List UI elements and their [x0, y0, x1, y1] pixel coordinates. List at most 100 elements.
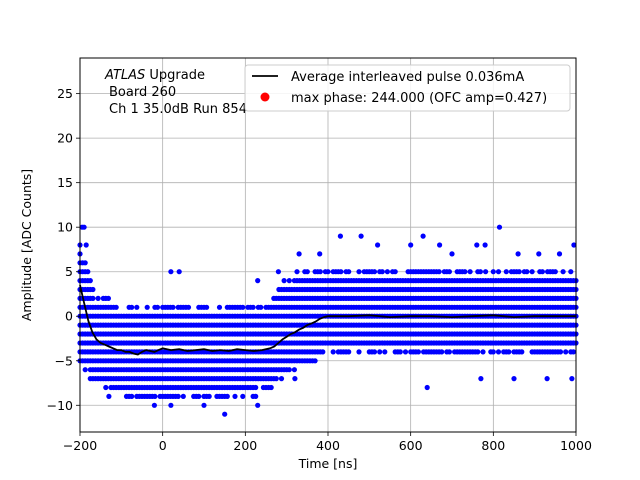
outlier-point [420, 233, 426, 239]
sample-point [273, 376, 279, 382]
outlier-point [424, 384, 430, 391]
outlier-point [275, 269, 281, 275]
sample-point [330, 349, 336, 355]
outlier-point [255, 402, 261, 408]
sample-point [134, 304, 140, 310]
sample-point [175, 393, 181, 399]
sample-point [95, 295, 101, 301]
sample-point [180, 393, 186, 399]
outlier-point [375, 242, 381, 248]
sample-point [312, 358, 318, 364]
sample-point [82, 260, 88, 266]
sample-point [170, 304, 176, 310]
sample-point [384, 269, 390, 275]
outlier-point [482, 242, 488, 248]
outlier-point [317, 251, 323, 257]
outlier-point [408, 242, 414, 248]
sample-point [154, 304, 161, 310]
sample-point [317, 269, 323, 275]
outlier-point [201, 402, 207, 408]
legend: Average interleaved pulse 0.036mA max ph… [244, 64, 571, 112]
sample-point [462, 269, 468, 275]
outlier-point [81, 224, 87, 230]
sample-point [475, 349, 481, 355]
sample-point [446, 349, 452, 355]
sample-point [477, 269, 483, 275]
x-tick-label: 1000 [560, 438, 592, 453]
outlier-point [337, 233, 343, 239]
sample-point [129, 304, 135, 310]
sample-point [325, 269, 331, 275]
outlier-point [168, 269, 174, 275]
sample-point [379, 269, 385, 275]
outlier-point [296, 251, 302, 257]
sample-point [446, 269, 452, 275]
sample-point [338, 269, 344, 275]
outlier-point [544, 376, 550, 382]
sample-point [286, 278, 292, 284]
y-tick-label: 5 [65, 264, 73, 279]
sample-point [224, 393, 230, 399]
sample-point [539, 269, 546, 275]
sample-point [560, 269, 566, 275]
y-tick-label: 15 [57, 175, 73, 190]
sample-point [371, 349, 378, 355]
sample-point [250, 304, 256, 310]
sample-point [90, 286, 96, 293]
annotation: ATLAS Upgrade Board 260 Ch 1 35.0dB Run … [104, 68, 247, 117]
sample-point [253, 393, 259, 399]
annotation-atlas: ATLAS [104, 68, 145, 83]
annotation-line1: ATLAS Upgrade [104, 68, 205, 83]
x-tick-label: 200 [233, 438, 257, 453]
sample-point [87, 278, 93, 284]
sample-point [258, 304, 264, 310]
x-axis-ticks: −200 0 200 400 600 800 1000 [63, 432, 592, 453]
y-tick-label: 10 [57, 220, 73, 235]
sample-point [519, 349, 525, 355]
legend-dot-marker [260, 92, 270, 102]
sample-point [552, 269, 558, 275]
sample-point [232, 393, 238, 399]
sample-point [402, 349, 409, 355]
sample-point [196, 393, 202, 399]
sample-point [206, 393, 212, 399]
sample-point [129, 393, 135, 399]
sample-point [382, 349, 388, 355]
x-tick-label: 400 [316, 438, 340, 453]
sample-point [320, 349, 326, 355]
sample-point [185, 304, 192, 310]
sample-point [291, 367, 297, 373]
sample-point [90, 295, 96, 301]
average-pulse-line [79, 284, 576, 356]
outlier-point [511, 376, 517, 382]
sample-point [483, 269, 489, 275]
y-tick-label: 20 [57, 131, 73, 146]
outlier-point [571, 242, 577, 248]
sample-point [268, 384, 274, 391]
x-tick-label: 600 [399, 438, 423, 453]
outlier-point [474, 242, 480, 248]
annotation-line3: Ch 1 35.0dB Run 854 [109, 102, 247, 117]
legend-entry-max-phase: max phase: 244.000 (OFC amp=0.427) [291, 91, 547, 106]
outlier-point [292, 376, 298, 382]
sample-point [240, 304, 246, 310]
sample-point [568, 269, 574, 275]
outlier-point [168, 402, 174, 408]
y-axis-title: Amplitude [ADC Counts] [19, 169, 34, 321]
sample-point [392, 269, 398, 275]
sample-point [356, 269, 362, 275]
sample-point [113, 304, 119, 310]
y-axis-ticks: −10 −5 0 5 10 15 20 25 [47, 86, 80, 413]
outlier-point [556, 251, 563, 257]
sample-point [105, 295, 111, 301]
annotation-line2: Board 260 [109, 85, 176, 100]
sample-point [377, 349, 383, 355]
y-tick-label: −5 [55, 353, 73, 368]
sample-point [506, 349, 512, 355]
outlier-point [222, 411, 228, 417]
legend-box [244, 64, 571, 112]
sample-point [346, 349, 352, 355]
outlier-point [83, 242, 89, 248]
sample-point [346, 269, 352, 275]
sample-point [495, 349, 502, 355]
